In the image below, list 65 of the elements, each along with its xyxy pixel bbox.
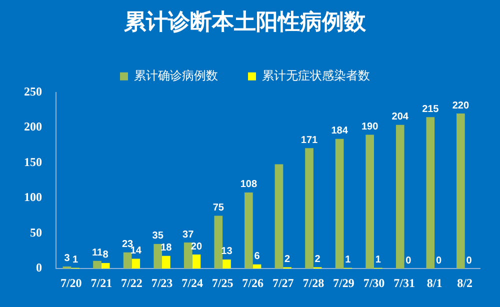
y-tick-label: 100 bbox=[24, 190, 42, 204]
bar bbox=[184, 242, 192, 269]
data-label: 108 bbox=[240, 179, 258, 190]
y-tick-label: 200 bbox=[24, 120, 42, 134]
data-label: 1 bbox=[72, 254, 79, 266]
x-tick-label: 7/25 bbox=[212, 276, 234, 290]
x-tick-label: 7/28 bbox=[302, 276, 324, 290]
bar bbox=[305, 148, 314, 269]
data-label: 75 bbox=[212, 202, 224, 214]
x-tick-label: 7/30 bbox=[363, 276, 385, 290]
bar bbox=[123, 252, 132, 269]
data-label: 1 bbox=[375, 254, 382, 266]
bar bbox=[366, 134, 374, 269]
chart-title: 累计诊断本土阳性病例数 bbox=[123, 10, 367, 35]
data-label: 0 bbox=[406, 255, 412, 266]
data-label: 6 bbox=[254, 251, 260, 262]
bar bbox=[214, 216, 223, 269]
data-label: 171 bbox=[300, 134, 318, 146]
y-tick-label: 250 bbox=[24, 84, 42, 98]
data-label: 184 bbox=[331, 126, 348, 137]
data-label: 37 bbox=[182, 229, 194, 240]
bar bbox=[396, 124, 404, 269]
data-label: 3 bbox=[64, 253, 70, 264]
bar bbox=[252, 264, 262, 269]
bar bbox=[192, 254, 201, 269]
bar bbox=[222, 259, 231, 269]
data-label: 8 bbox=[102, 250, 109, 261]
bar bbox=[456, 114, 465, 269]
bar bbox=[101, 262, 110, 269]
data-label: 190 bbox=[361, 121, 379, 132]
bar bbox=[335, 138, 344, 269]
bar bbox=[244, 192, 253, 269]
y-tick-label: 0 bbox=[36, 260, 42, 275]
bar bbox=[132, 258, 140, 269]
y-tick-label: 50 bbox=[30, 225, 42, 240]
data-label: 35 bbox=[152, 230, 164, 242]
data-label: 0 bbox=[436, 255, 442, 266]
data-label: 0 bbox=[466, 255, 472, 266]
bar bbox=[93, 260, 102, 269]
data-label: 204 bbox=[392, 112, 409, 123]
x-tick-label: 8/1 bbox=[426, 276, 442, 290]
bar bbox=[62, 266, 72, 269]
x-tick-label: 7/27 bbox=[272, 276, 294, 290]
bar bbox=[162, 256, 170, 269]
data-label: 2 bbox=[284, 254, 291, 265]
x-tick-label: 7/21 bbox=[90, 276, 112, 290]
x-tick-label: 7/22 bbox=[121, 276, 142, 290]
bar bbox=[154, 244, 162, 269]
x-tick-label: 7/31 bbox=[394, 276, 415, 290]
legend-label: 累计确诊病例数 bbox=[134, 68, 218, 83]
x-tick-label: 7/20 bbox=[60, 276, 82, 290]
data-label: 215 bbox=[422, 104, 440, 115]
x-tick-label: 7/29 bbox=[333, 276, 354, 290]
bar bbox=[274, 164, 284, 269]
data-label: 220 bbox=[452, 100, 470, 112]
data-label: 11 bbox=[92, 248, 103, 259]
data-label: 2 bbox=[314, 254, 321, 265]
legend-label: 累计无症状感染者数 bbox=[262, 68, 370, 83]
x-tick-label: 8/2 bbox=[457, 276, 473, 290]
bar bbox=[426, 117, 435, 269]
data-label: 1 bbox=[345, 254, 352, 266]
x-tick-label: 7/23 bbox=[151, 276, 173, 290]
y-tick-label: 150 bbox=[24, 154, 42, 169]
x-tick-label: 7/26 bbox=[242, 276, 264, 290]
x-tick-label: 7/24 bbox=[182, 276, 203, 290]
